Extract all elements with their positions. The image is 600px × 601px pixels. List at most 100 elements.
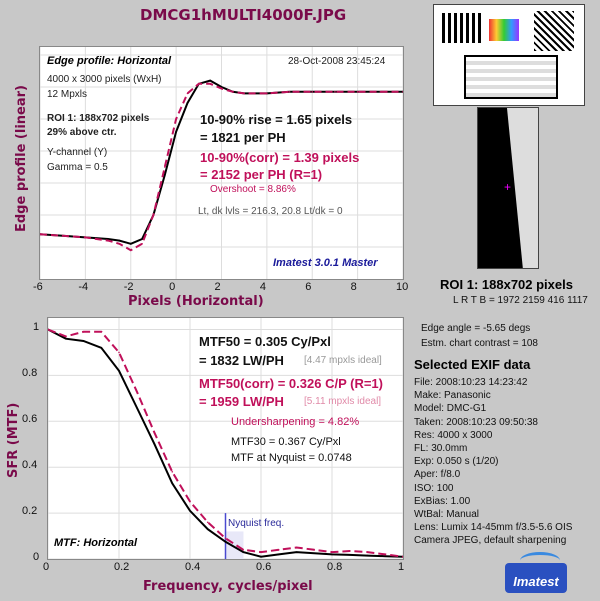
mtf-point — [82, 330, 85, 333]
overshoot-text: Overshoot = 8.86% — [210, 184, 296, 195]
mtf-point — [153, 431, 156, 434]
mtf-point — [277, 549, 280, 551]
mtf-point — [366, 554, 369, 557]
nyquist-label: Nyquist freq. — [228, 518, 285, 529]
mtf30-text: MTF30 = 0.367 Cy/Pxl — [231, 436, 341, 448]
mtf-y-tick: 0.4 — [22, 459, 38, 472]
edge-y-axis-label: Edge profile (linear) — [14, 85, 29, 232]
edge-info-1: 4000 x 3000 pixels (WxH) — [47, 74, 162, 85]
mtf-y-tick: 0 — [33, 551, 40, 563]
mtf-point — [313, 549, 316, 551]
mtf-nyquist-text: MTF at Nyquist = 0.0748 — [231, 452, 352, 464]
mtf-point — [189, 500, 191, 503]
edge-point — [175, 131, 177, 133]
edge-point — [175, 118, 177, 120]
mtf-series-2 — [48, 328, 403, 558]
edge-info-2: 12 Mpxls — [47, 89, 88, 100]
mtf-point — [224, 540, 227, 543]
mtf-y-tick: 0.8 — [22, 367, 38, 380]
mtf-point — [171, 482, 174, 485]
exif-line: ISO: 100 — [414, 482, 454, 494]
mtf-x-tick: 1 — [398, 561, 405, 573]
rise-text-2: = 1821 per PH — [200, 130, 286, 145]
edge-point — [243, 92, 245, 95]
edge-point — [129, 243, 132, 245]
rise-text-1: 10-90% rise = 1.65 pixels — [200, 112, 353, 127]
mtf-point — [384, 553, 387, 556]
mtf-point — [64, 335, 67, 338]
mtf-point — [82, 340, 85, 342]
edge-info-3: ROI 1: 188x702 pixels — [47, 113, 150, 124]
mtf-point — [242, 549, 245, 551]
edge-profile-label: Edge profile: Horizontal — [47, 55, 172, 67]
mtf-point — [135, 390, 138, 393]
edge-point — [311, 91, 314, 93]
edge-point — [356, 91, 359, 93]
edge-point — [152, 214, 155, 216]
mtf-point — [313, 552, 316, 555]
mtf-label: MTF: Horizontal — [54, 537, 138, 549]
edge-x-axis-label: Pixels (Horizontal) — [128, 294, 264, 309]
edge-date: 28-Oct-2008 23:45:24 — [288, 56, 386, 67]
image-title: DMCG1hMULTI4000F.JPG — [140, 6, 347, 24]
edge-point — [163, 166, 166, 168]
edge-point — [209, 79, 211, 82]
chart-contrast: Estm. chart contrast = 108 — [421, 338, 538, 349]
edge-point — [402, 91, 403, 93]
mtf-point — [135, 406, 138, 409]
edge-point — [334, 91, 336, 93]
mtf-x-axis-label: Frequency, cycles/pixel — [143, 579, 313, 594]
mtf-x-tick: 0 — [43, 561, 50, 573]
mtf-point — [331, 551, 333, 553]
edge-point — [198, 83, 200, 85]
mtf50-text-2: = 1832 LW/PH — [199, 353, 284, 368]
undersharpening-text: Undersharpening = 4.82% — [231, 416, 360, 428]
mtf-point — [171, 470, 174, 473]
edge-point — [186, 102, 189, 104]
mtf-point — [189, 510, 191, 512]
edge-point — [163, 174, 166, 176]
exif-line: Make: Panasonic — [414, 390, 491, 402]
logo-swoosh-icon — [520, 552, 560, 569]
edge-profile-panel: Edge profile: Horizontal 28-Oct-2008 23:… — [39, 46, 404, 280]
imatest-version: Imatest 3.0.1 Master — [273, 257, 378, 269]
exif-line: FL: 30.0mm — [414, 443, 468, 454]
edge-point — [232, 91, 234, 93]
roi-label: ROI 1: 188x702 pixels — [440, 277, 573, 292]
mtf50corr-text-2: = 1959 LW/PH — [199, 394, 284, 409]
mtf-x-tick: 0.2 — [114, 561, 130, 573]
edge-point — [40, 233, 41, 235]
mtf-x-tick: 0.8 — [327, 561, 343, 573]
exif-title: Selected EXIF data — [414, 357, 531, 372]
chart-thumbnail — [433, 4, 585, 106]
exif-line: Aper: f/8.0 — [414, 469, 461, 481]
mtf50-text-1: MTF50 = 0.305 Cy/Pxl — [199, 334, 331, 349]
mtf-x-tick: 0.6 — [256, 561, 272, 573]
mtf-point — [331, 553, 333, 556]
mtf-point — [153, 443, 156, 446]
mtf-point — [348, 550, 351, 552]
edge-x-tick: -4 — [78, 281, 89, 293]
mtf-point — [260, 551, 262, 553]
edge-point — [118, 239, 121, 242]
mtf-point — [48, 328, 49, 331]
mtf-point — [206, 521, 209, 524]
mtf-point — [100, 347, 103, 349]
exif-line: Taken: 2008:10:23 09:50:38 — [414, 416, 538, 428]
edge-x-tick: 0 — [169, 281, 176, 293]
mtf-y-axis-label: SFR (MTF) — [6, 402, 21, 478]
mtf-point — [295, 546, 298, 549]
exif-line: Res: 4000 x 3000 — [414, 429, 493, 441]
edge-x-tick: 8 — [350, 281, 357, 293]
exif-line: ExBias: 1.00 — [414, 495, 471, 507]
exif-line: Exp: 0.050 s (1/20) — [414, 456, 499, 468]
mtf-x-tick: 0.4 — [185, 561, 201, 573]
ideal-text-2: [5.11 mpxls ideal] — [304, 396, 382, 407]
corr-text-2: = 2152 per PH (R=1) — [200, 167, 323, 182]
edge-point — [220, 87, 223, 90]
ideal-text-1: [4.47 mpxls ideal] — [304, 355, 382, 366]
edge-point — [379, 91, 382, 93]
roi-crop: + — [477, 107, 539, 269]
exif-line: Model: DMC-G1 — [414, 403, 487, 415]
roi-lrtb: L R T B = 1972 2159 416 1117 — [453, 295, 588, 306]
